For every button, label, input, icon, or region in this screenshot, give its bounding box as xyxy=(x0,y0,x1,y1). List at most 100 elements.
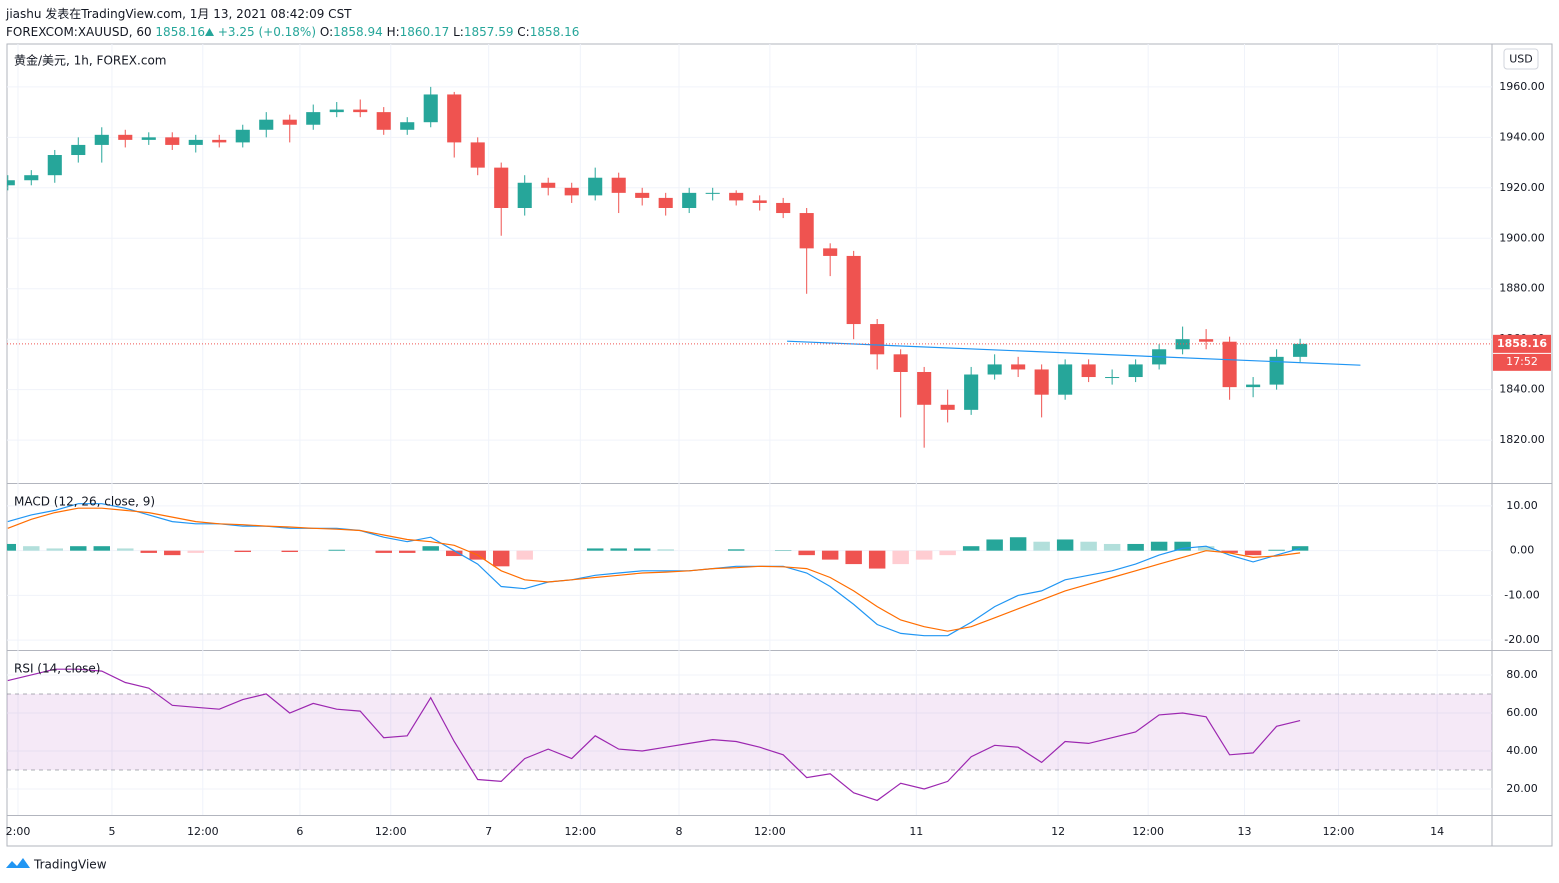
x-tick-label: 2:00 xyxy=(6,825,31,838)
candle-body xyxy=(1246,384,1261,388)
candle-body xyxy=(1105,377,1120,379)
histogram-bar xyxy=(328,549,345,551)
histogram-bar xyxy=(633,548,651,551)
candle-body xyxy=(7,180,15,186)
logo xyxy=(6,858,30,868)
ohlc-label: C: xyxy=(517,25,530,39)
candle-body xyxy=(682,192,697,208)
candle-body xyxy=(494,167,509,208)
histogram-bar xyxy=(46,548,64,551)
candle-body xyxy=(1175,339,1190,350)
candle-body xyxy=(141,137,156,140)
candle-body xyxy=(541,182,556,188)
candle-body xyxy=(658,197,673,208)
y-tick-label: 0.00 xyxy=(1510,544,1535,557)
candle-body xyxy=(799,213,814,249)
histogram-bar xyxy=(93,546,110,551)
candle-body xyxy=(470,142,485,168)
candle-body xyxy=(823,248,838,256)
histogram-bar xyxy=(70,546,87,551)
histogram-bar xyxy=(516,550,533,560)
candle-body xyxy=(564,187,579,196)
y-tick-label: 60.00 xyxy=(1506,706,1538,719)
y-tick-label: 10.00 xyxy=(1506,499,1538,512)
candle-body xyxy=(259,119,274,130)
y-tick-label: 80.00 xyxy=(1506,668,1538,681)
pane-title: RSI (14, close) xyxy=(14,662,100,676)
candle-body xyxy=(1222,341,1237,388)
x-tick-label: 12:00 xyxy=(1323,825,1355,838)
candle-body xyxy=(517,182,532,208)
histogram-bar xyxy=(798,550,815,556)
histogram-bar xyxy=(1244,550,1262,556)
histogram-bar xyxy=(1150,541,1168,551)
grid xyxy=(7,44,1492,815)
candle-body xyxy=(776,202,791,214)
y-tick-label: 1900.00 xyxy=(1499,231,1545,244)
candle-body xyxy=(870,324,885,355)
histogram-bar xyxy=(234,550,251,553)
pane xyxy=(7,503,1309,637)
histogram-bar xyxy=(1127,543,1144,551)
x-tick-label: 12:00 xyxy=(564,825,596,838)
countdown: 17:52 xyxy=(1506,355,1538,368)
histogram-bar xyxy=(1268,549,1285,551)
pane xyxy=(7,86,1361,448)
histogram-bar xyxy=(1033,541,1050,551)
histogram-bar xyxy=(281,550,298,553)
candle-body xyxy=(353,109,368,113)
y-tick-label: 1920.00 xyxy=(1499,181,1545,194)
candle-body xyxy=(917,371,932,405)
candle-body xyxy=(423,94,438,123)
histogram-bar xyxy=(1221,550,1238,553)
histogram-bar xyxy=(7,543,17,551)
candle-body xyxy=(1128,364,1143,378)
candle-body xyxy=(71,144,86,156)
ohlc-value: 1858.94 xyxy=(333,25,383,39)
candle-body xyxy=(705,192,720,194)
histogram-bar xyxy=(727,549,745,551)
y-tick-label: 1840.00 xyxy=(1499,383,1545,396)
histogram-bar xyxy=(140,550,157,553)
candle-body xyxy=(282,119,297,125)
histogram-bar xyxy=(1103,543,1121,551)
histogram-bar xyxy=(845,550,862,565)
pane xyxy=(7,668,1492,802)
y-tick-label: 1940.00 xyxy=(1499,130,1545,143)
histogram-bar xyxy=(164,550,181,556)
histogram-bar xyxy=(821,550,839,560)
histogram-bar xyxy=(1080,541,1097,551)
histogram-bar xyxy=(610,548,627,551)
histogram-bar xyxy=(1056,539,1074,551)
candle-body xyxy=(47,155,62,176)
histogram-bar xyxy=(986,539,1003,551)
ohlc-value: 1860.17 xyxy=(399,25,450,39)
candle-body xyxy=(118,134,133,140)
pane-title: 黄金/美元, 1h, FOREX.com xyxy=(14,53,166,68)
candle-body xyxy=(94,134,109,145)
histogram-bar xyxy=(915,550,933,560)
line xyxy=(7,668,1301,802)
candle-body xyxy=(376,112,391,130)
x-tick-label: 12:00 xyxy=(375,825,407,838)
candle-body xyxy=(611,177,626,193)
last: 1858.16 xyxy=(155,25,206,39)
histogram-bar xyxy=(375,550,392,553)
y-tick-label: 40.00 xyxy=(1506,744,1538,757)
candle-body xyxy=(588,177,603,196)
x-tick-label: 6 xyxy=(296,825,303,838)
change: +3.25 (+0.18%) xyxy=(217,25,317,39)
ohlc: O:1858.94 H:1860.17 L:1857.59 C:1858.16 xyxy=(320,25,580,39)
y-tick-label: 20.00 xyxy=(1506,782,1538,795)
candle-body xyxy=(400,122,415,130)
ohlc-value: 1857.59 xyxy=(463,25,514,39)
candle-body xyxy=(1034,369,1049,395)
up-arrow xyxy=(205,28,215,36)
y-tick-label: -10.00 xyxy=(1504,588,1539,601)
ohlc-label: O: xyxy=(319,25,334,39)
y-tick-label: -20.00 xyxy=(1504,633,1539,646)
candle-body xyxy=(306,112,321,125)
candle-body xyxy=(893,354,908,372)
currency-box xyxy=(1503,48,1539,70)
